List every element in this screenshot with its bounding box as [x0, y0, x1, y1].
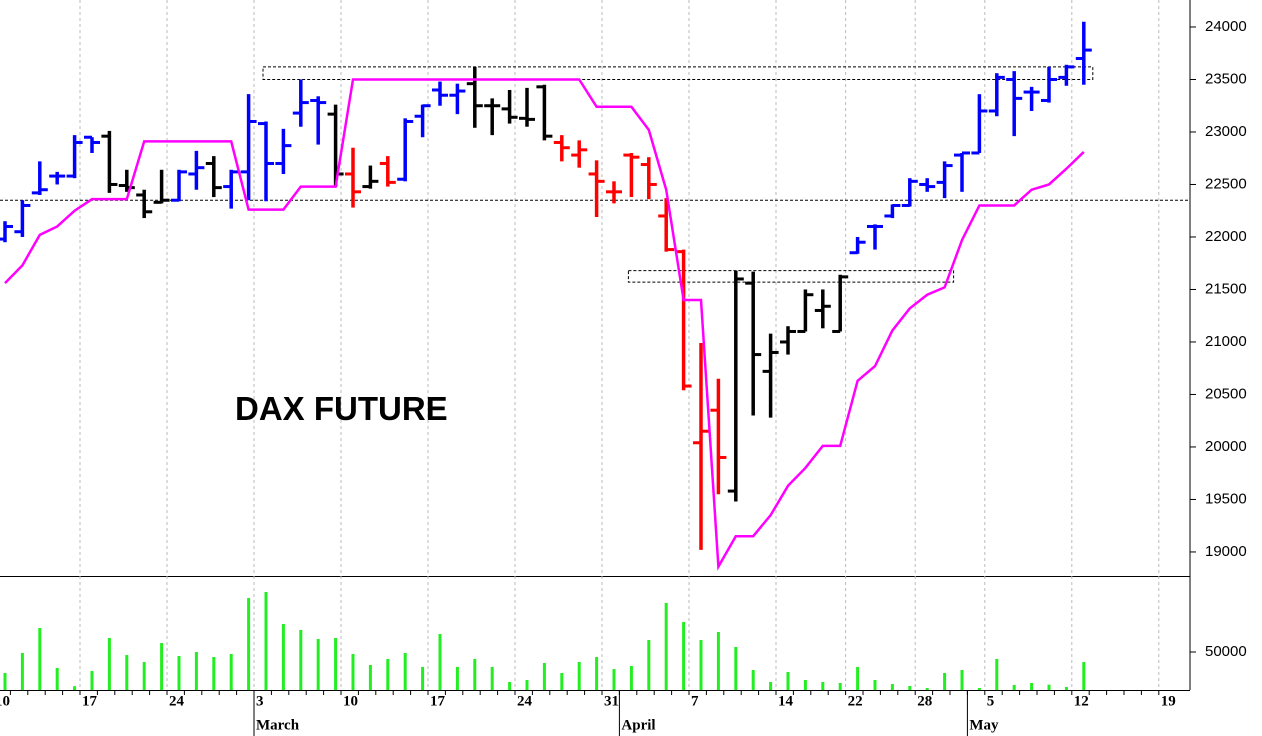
- volume-bar: [629, 665, 633, 690]
- volume-bar: [368, 664, 372, 690]
- volume-bar: [682, 621, 686, 690]
- volume-bar: [316, 639, 320, 690]
- volume-bar: [751, 670, 755, 690]
- volume-bar: [890, 683, 894, 690]
- volume-bar: [38, 627, 42, 690]
- volume-bar: [177, 656, 181, 690]
- y-tick-label: 20000: [1205, 438, 1247, 455]
- volume-bar: [821, 682, 825, 690]
- volume-bar: [1030, 683, 1034, 690]
- volume-bar: [229, 653, 233, 690]
- volume-bar: [960, 670, 964, 690]
- x-tick-label: 19: [1161, 693, 1176, 709]
- volume-bar: [403, 652, 407, 690]
- volume-bar: [803, 679, 807, 690]
- y-tick-label: 19500: [1205, 490, 1247, 507]
- volume-bar: [838, 683, 842, 690]
- volume-bar: [664, 602, 668, 690]
- volume-bar: [299, 629, 303, 690]
- volume-bar: [542, 663, 546, 690]
- y-tick-label: 24000: [1205, 18, 1247, 35]
- volume-bar: [386, 658, 390, 690]
- range-band: [262, 66, 1094, 80]
- volume-bar: [699, 639, 703, 690]
- x-tick-label: 12: [1074, 693, 1089, 709]
- volume-bar: [508, 682, 512, 690]
- x-tick-label: 7: [691, 693, 699, 709]
- volume-bar: [264, 591, 268, 690]
- volume-bar: [20, 652, 24, 690]
- volume-bar: [577, 662, 581, 690]
- volume-bar: [438, 633, 442, 690]
- volume-bar: [1047, 684, 1051, 690]
- month-label: March: [256, 717, 300, 733]
- x-tick-label: 3: [256, 693, 264, 709]
- x-tick-label: 22: [848, 693, 863, 709]
- volume-bar: [856, 666, 860, 690]
- volume-bar: [125, 655, 129, 690]
- volume-bar: [281, 624, 285, 690]
- volume-bar: [925, 688, 929, 690]
- x-tick-label: 14: [778, 693, 794, 709]
- x-tick-label: 31: [604, 693, 619, 709]
- x-tick-label: 24: [169, 693, 185, 709]
- volume-bar: [612, 669, 616, 690]
- volume-bar: [351, 653, 355, 690]
- volume-bar: [908, 685, 912, 690]
- volume-bar: [55, 667, 59, 690]
- volume-bar: [455, 666, 459, 690]
- volume-bar: [334, 638, 338, 690]
- volume-bar: [73, 686, 77, 690]
- x-tick-label: 5: [987, 693, 995, 709]
- volume-bar: [90, 671, 94, 690]
- x-tick-label: 10: [343, 693, 358, 709]
- annotation: DAX FUTURE: [235, 390, 448, 427]
- x-tick-label: 17: [82, 693, 98, 709]
- y-tick-label: 19000: [1205, 543, 1247, 560]
- volume-bar: [1082, 662, 1086, 690]
- range-band: [627, 270, 955, 283]
- volume-bar: [1012, 684, 1016, 690]
- x-tick-label: 24: [517, 693, 533, 709]
- y-tick-label: 23500: [1205, 70, 1247, 87]
- volume-bar: [247, 598, 251, 690]
- volume-bar: [473, 658, 477, 690]
- volume-bar: [142, 662, 146, 690]
- y-tick-label: 21500: [1205, 280, 1247, 297]
- volume-bar: [977, 688, 981, 690]
- volume-bar: [769, 682, 773, 690]
- month-label: April: [621, 717, 655, 733]
- y-tick-label: 21000: [1205, 333, 1247, 350]
- y-tick-label: 22500: [1205, 175, 1247, 192]
- volume-bar: [734, 646, 738, 690]
- month-label: May: [969, 717, 999, 733]
- volume-bar: [647, 639, 651, 690]
- volume-bar: [1064, 687, 1068, 690]
- volume-bar: [716, 632, 720, 690]
- y-tick-label: 20500: [1205, 385, 1247, 402]
- x-tick-label: 10: [0, 693, 10, 709]
- volume-bar: [421, 666, 425, 690]
- volume-bar: [943, 672, 947, 690]
- volume-tick-label: 50000: [1205, 643, 1247, 660]
- volume-bar: [995, 658, 999, 690]
- volume-bar: [212, 657, 216, 690]
- x-tick-label: 28: [917, 693, 932, 709]
- volume-bar: [873, 679, 877, 690]
- volume-bar: [525, 679, 529, 690]
- x-tick-label: 17: [430, 693, 446, 709]
- y-tick-label: 22000: [1205, 228, 1247, 245]
- volume-bar: [3, 672, 7, 690]
- volume-bar: [786, 671, 790, 690]
- volume-bar: [160, 643, 164, 690]
- volume-bar: [490, 666, 494, 690]
- volume-bar: [194, 652, 198, 690]
- volume-bar: [595, 657, 599, 690]
- volume-bar: [107, 638, 111, 690]
- volume-bar: [560, 672, 564, 690]
- y-tick-label: 23000: [1205, 123, 1247, 140]
- stop-line: [4, 78, 1085, 571]
